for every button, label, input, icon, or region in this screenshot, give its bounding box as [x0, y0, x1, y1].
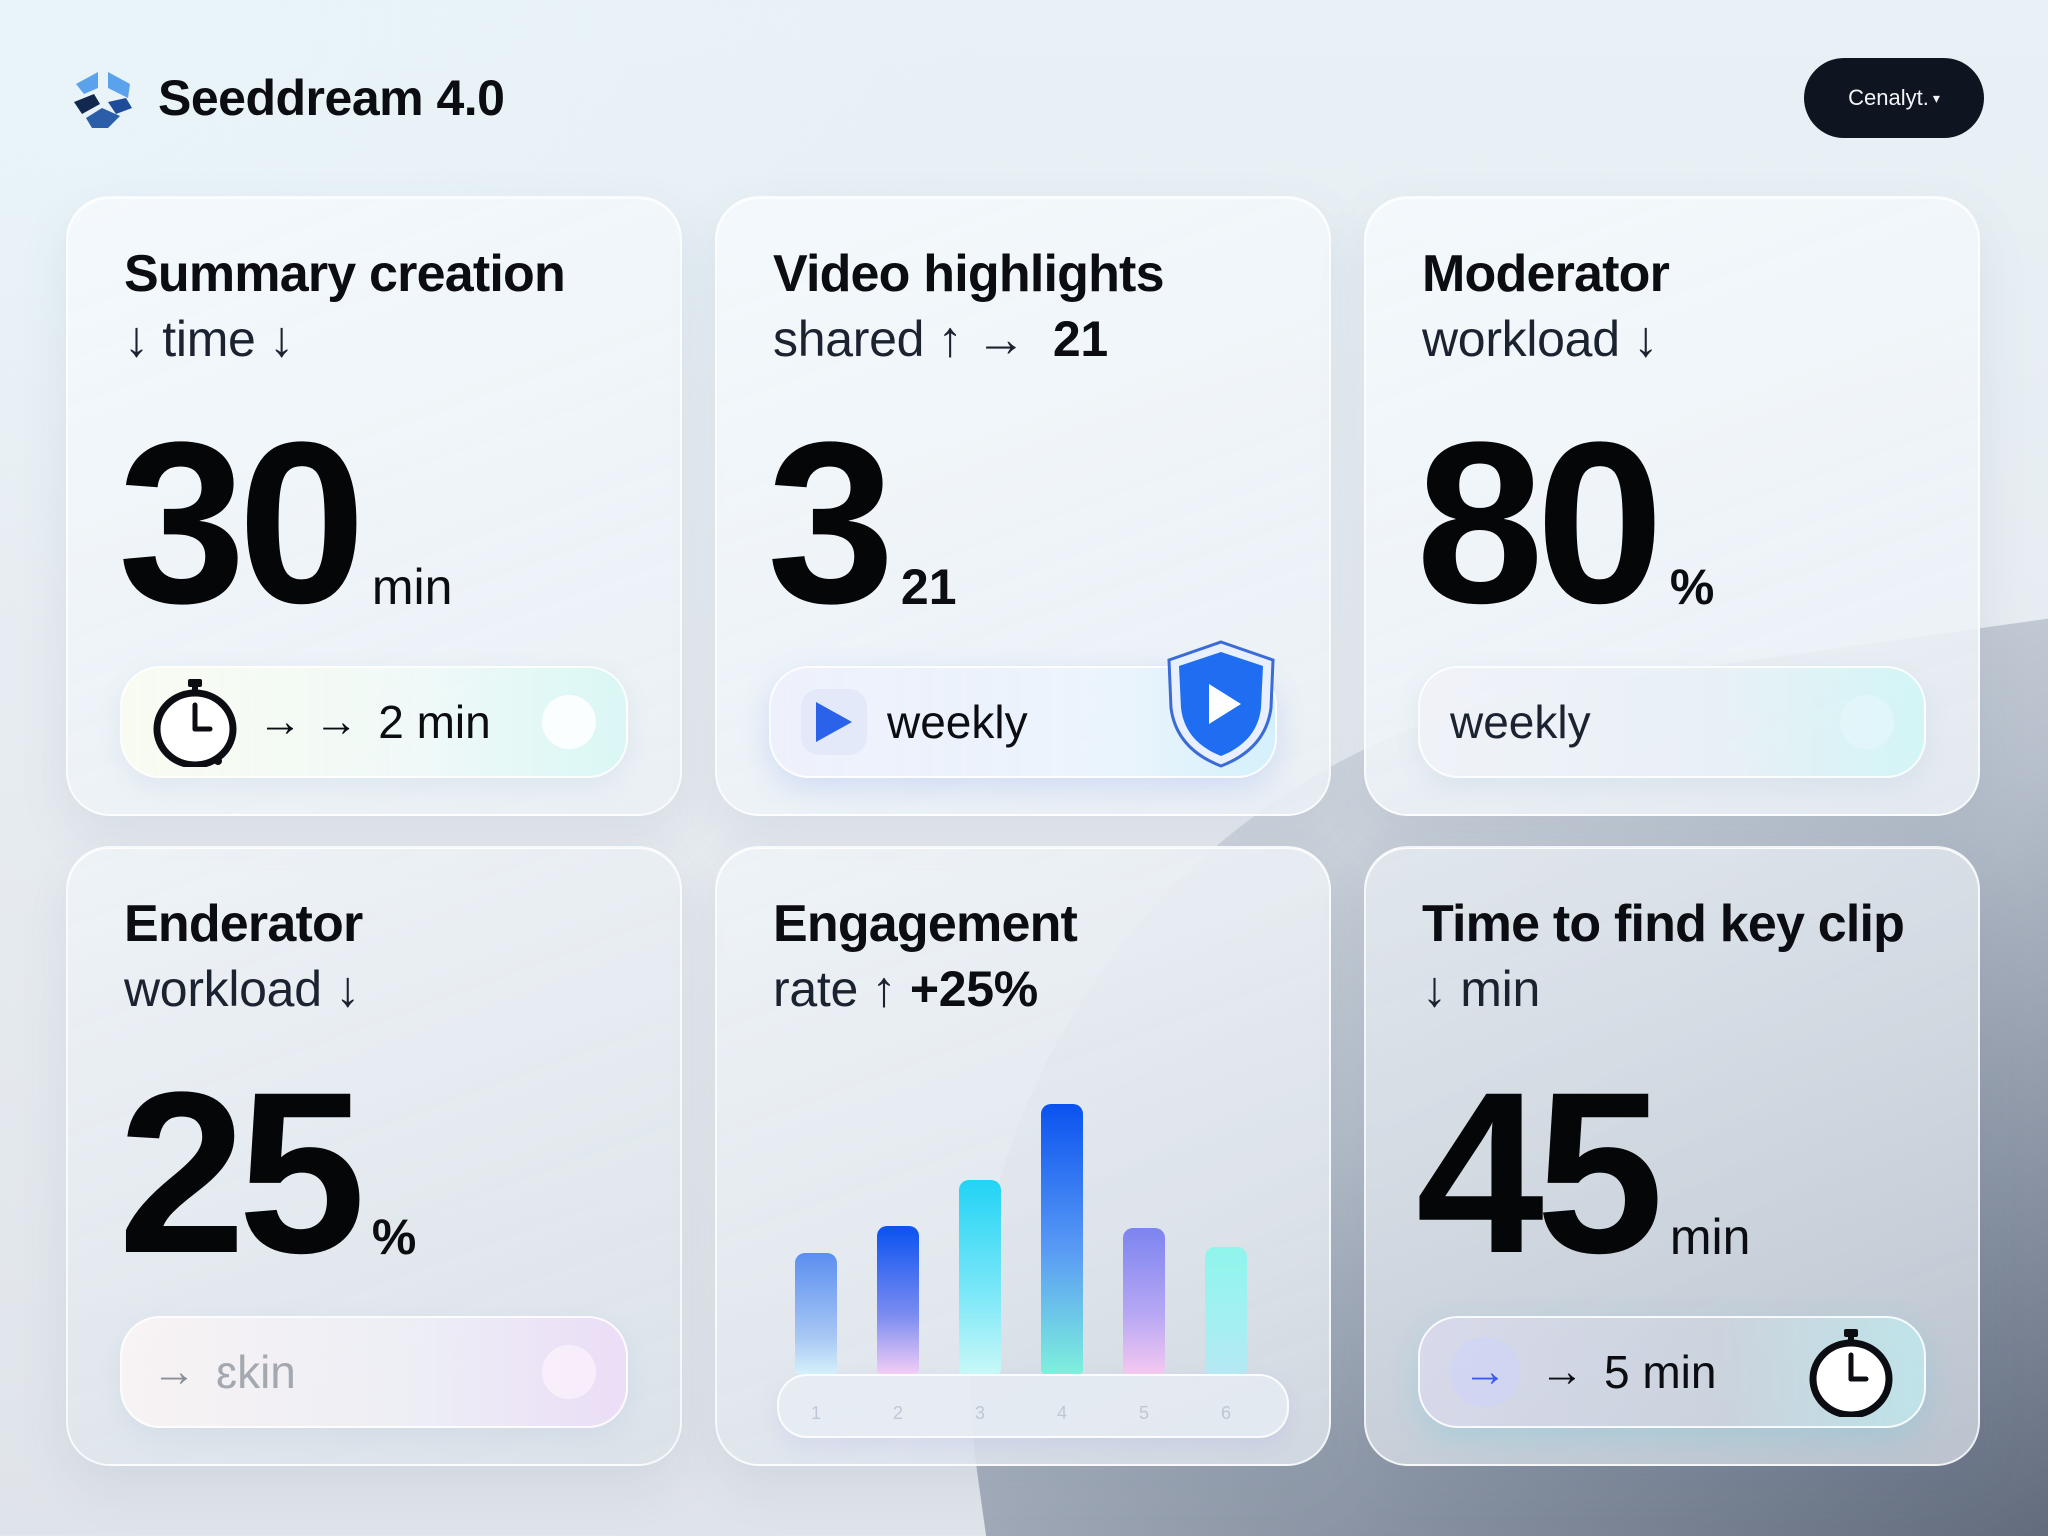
chart-bar[interactable]	[1205, 1247, 1247, 1374]
chart-bar[interactable]	[1123, 1228, 1165, 1374]
card-subtitle: ↓ min	[1422, 961, 1540, 1017]
chart-bar[interactable]	[1041, 1104, 1083, 1374]
toggle-dot[interactable]	[542, 1345, 596, 1399]
arrow-icons: → →	[258, 697, 359, 746]
card-summary-creation: Summary creation ↓ time ↓ 30 min → → 2 m…	[66, 196, 682, 816]
arrow-right-icon: →	[152, 1347, 196, 1396]
chart-bar[interactable]	[795, 1252, 837, 1374]
subtitle-value: +25%	[909, 961, 1038, 1017]
pill-value: weekly	[1450, 696, 1591, 748]
x-tick: 2	[892, 1403, 903, 1423]
card-subtitle: workload ↓	[1422, 311, 1658, 367]
metric-detail-pill[interactable]: → → 2 min	[120, 666, 628, 778]
card-subtitle: ↓ time ↓	[124, 311, 294, 367]
metric-unit: min	[1669, 1209, 1751, 1265]
metric-number: 3	[767, 394, 895, 651]
pill-value: 2 min	[378, 696, 491, 748]
chart-bar[interactable]	[877, 1225, 919, 1374]
metric-value: 80 %	[1416, 408, 1714, 638]
chevron-down-icon: ▾	[1932, 89, 1940, 106]
chart-x-ticks: 1 2 3 4 5 6	[795, 1403, 1289, 1424]
app-title: Seeddream 4.0	[158, 70, 505, 126]
metric-number: 25	[118, 1044, 366, 1301]
metric-value: 25 %	[118, 1058, 416, 1288]
card-video-highlights: Video highlights shared ↑ → 21 3 21 week…	[715, 196, 1331, 816]
chart-bars	[777, 1104, 1289, 1374]
card-title: Enderator	[124, 895, 363, 953]
card-title: Engagement	[773, 895, 1078, 953]
subtitle-value: 21	[1052, 311, 1108, 367]
pill-value: weekly	[887, 696, 1028, 748]
card-time-to-find-key-clip: Time to find key clip ↓ min 45 min → → 5…	[1364, 846, 1980, 1466]
engagement-bar-chart: 1 2 3 4 5 6	[777, 1104, 1289, 1438]
metric-detail-pill[interactable]: → → 5 min	[1418, 1316, 1926, 1428]
card-moderator-workload: Moderator workload ↓ 80 % weekly	[1364, 196, 1980, 816]
weekly-pill[interactable]: weekly	[1418, 666, 1926, 778]
shield-play-icon[interactable]	[1163, 638, 1279, 770]
arrow-icon: →	[1540, 1347, 1584, 1396]
toggle-dot[interactable]	[542, 695, 596, 749]
subtitle-text: rate ↑	[773, 961, 910, 1017]
x-tick: 6	[1220, 1403, 1231, 1423]
card-subtitle: rate ↑ +25%	[773, 960, 1038, 1018]
x-tick: 5	[1138, 1403, 1149, 1423]
card-title: Time to find key clip	[1422, 895, 1905, 953]
metric-unit: 21	[900, 559, 957, 615]
subtitle-text: shared ↑ →	[773, 311, 1053, 367]
card-enderator-workload: Enderator workload ↓ 25 % → ɛkin	[66, 846, 682, 1466]
pill-value: ɛkin	[216, 1346, 296, 1398]
card-engagement-rate: Engagement rate ↑ +25% 1 2 3 4 5 6	[715, 846, 1331, 1466]
card-title: Summary creation	[124, 245, 566, 303]
pill-value: 5 min	[1604, 1346, 1717, 1398]
account-dropdown-label: Cenalyt.	[1848, 85, 1929, 110]
x-tick: 3	[974, 1403, 985, 1423]
card-title: Moderator	[1422, 245, 1670, 303]
chart-axis-base	[777, 1374, 1289, 1438]
card-title: Video highlights	[773, 245, 1164, 303]
arrow-right-icon: →	[1450, 1337, 1520, 1407]
card-subtitle: shared ↑ → 21	[773, 310, 1108, 368]
metric-value: 45 min	[1416, 1058, 1750, 1288]
play-icon	[801, 689, 867, 755]
metric-value: 3 21	[767, 408, 957, 638]
metric-number: 30	[118, 394, 366, 651]
metrics-grid: Summary creation ↓ time ↓ 30 min → → 2 m…	[66, 196, 1980, 1466]
metric-unit: %	[1669, 559, 1715, 615]
card-subtitle: workload ↓	[124, 961, 360, 1017]
metric-value: 30 min	[118, 408, 452, 638]
metric-detail-pill[interactable]: → ɛkin	[120, 1316, 628, 1428]
metric-number: 45	[1416, 1044, 1664, 1301]
account-dropdown-button[interactable]: Cenalyt. ▾	[1804, 58, 1984, 138]
x-tick: 1	[810, 1403, 821, 1423]
metric-unit: %	[371, 1209, 417, 1265]
chart-bar[interactable]	[959, 1179, 1001, 1374]
stopwatch-icon	[1809, 1329, 1893, 1417]
brand: Seeddream 4.0	[68, 62, 505, 134]
logo-icon	[74, 72, 132, 128]
app-header: Seeddream 4.0 Cenalyt. ▾	[68, 58, 1984, 138]
stopwatch-icon	[153, 679, 237, 767]
metric-number: 80	[1416, 394, 1664, 651]
x-tick: 4	[1056, 1403, 1067, 1423]
metric-unit: min	[371, 559, 453, 615]
toggle-dot[interactable]	[1840, 695, 1894, 749]
